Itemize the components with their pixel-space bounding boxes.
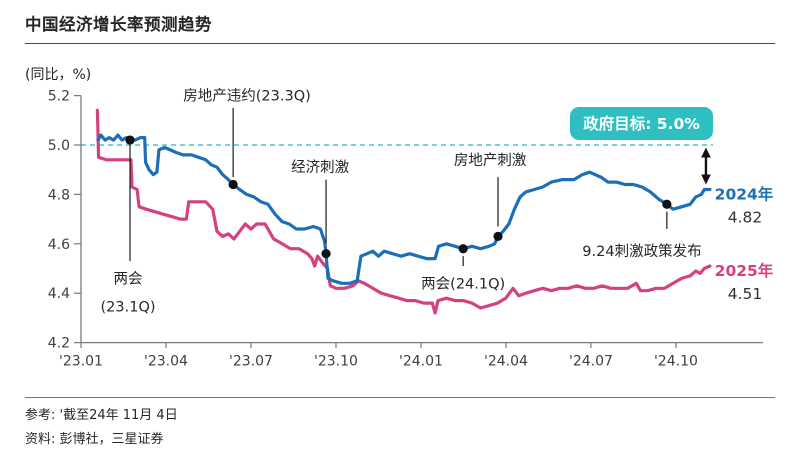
page-title: 中国经济增长率预测趋势 — [25, 15, 212, 34]
annotation-economic-stimulus: 经济刺激 — [291, 159, 350, 259]
target-badge-bg — [570, 107, 713, 140]
title-divider — [25, 43, 775, 44]
x-axis-tick-label: '24.01 — [399, 354, 443, 370]
y-axis-tick-label: 5.0 — [48, 138, 70, 154]
gap-arrow — [701, 147, 711, 185]
annotation-dot — [662, 199, 672, 209]
annotation-label: 9.24刺激政策发布 — [582, 243, 701, 260]
y-axis-tick-label: 4.4 — [48, 286, 70, 302]
annotation-label: 两会 — [114, 270, 143, 287]
annotation-label: 经济刺激 — [291, 159, 349, 176]
annotation-label: 两会(24.1Q) — [421, 275, 505, 292]
target-badge-label: 政府目标: 5.0% — [583, 114, 700, 133]
annotation-dot — [321, 249, 331, 259]
annotation-property-default: 房地产违约(23.3Q) — [183, 88, 311, 190]
x-axis-tick-label: '24.07 — [569, 354, 613, 370]
annotation-dot — [228, 179, 238, 190]
footer-source: 资料: 彭博社，三星证券 — [25, 432, 164, 447]
series-end-label-2025年: 2025年 4.51 — [715, 261, 774, 303]
annotation-property-stimulus: 房地产刺激 — [454, 152, 527, 241]
annotation-sep24-stimulus: 9.24刺激政策发布 — [582, 199, 702, 260]
target-badge: 政府目标: 5.0% — [570, 107, 713, 140]
annotation-label: 房地产违约(23.3Q) — [183, 88, 311, 105]
y-axis-tick-label: 5.2 — [48, 89, 70, 105]
y-axis-unit-label: (同比，%) — [25, 67, 92, 83]
x-axis-tick-label: '23.07 — [229, 354, 273, 370]
annotation-lianghui-24: 两会(24.1Q) — [421, 244, 505, 292]
x-axis-tick-label: '23.10 — [314, 354, 358, 370]
annotation-dot — [493, 231, 503, 241]
series-line-2025年 — [95, 108, 712, 315]
gap-arrow-head-up — [701, 147, 711, 158]
annotation-dot — [125, 135, 135, 145]
annotation-label: (23.1Q) — [101, 299, 156, 315]
x-axis-tick-label: '24.10 — [654, 354, 698, 370]
footer-reference: 参考: '截至24年 11月 4日 — [25, 408, 178, 423]
x-axis-tick-label: '23.01 — [59, 354, 103, 370]
series-end-label-2024年: 2024年 4.82 — [715, 184, 774, 226]
annotation-lianghui-23: 两会 (23.1Q) — [101, 135, 156, 315]
series-end-value: 4.82 — [728, 208, 763, 226]
x-axis-tick-label: '23.04 — [144, 354, 188, 370]
annotation-label: 房地产刺激 — [454, 152, 527, 169]
y-axis-tick-label: 4.8 — [48, 187, 70, 203]
series-name-label: 2025年 — [715, 261, 774, 280]
series-line-2024年 — [96, 133, 712, 285]
y-axis-tick-label: 4.6 — [48, 237, 70, 253]
x-axis-tick-label: '24.04 — [484, 354, 528, 370]
annotation-dot — [458, 244, 468, 254]
footer-divider — [25, 397, 775, 398]
series-name-label: 2024年 — [715, 184, 774, 203]
series-end-value: 4.51 — [728, 285, 763, 303]
gap-arrow-head-down — [701, 174, 711, 185]
y-axis-tick-label: 4.2 — [48, 336, 70, 352]
axes: 5.2 5.0 4.8 4.6 4.4 4.2 '23.01 '23.04 '23.07 '23.… — [48, 89, 763, 370]
